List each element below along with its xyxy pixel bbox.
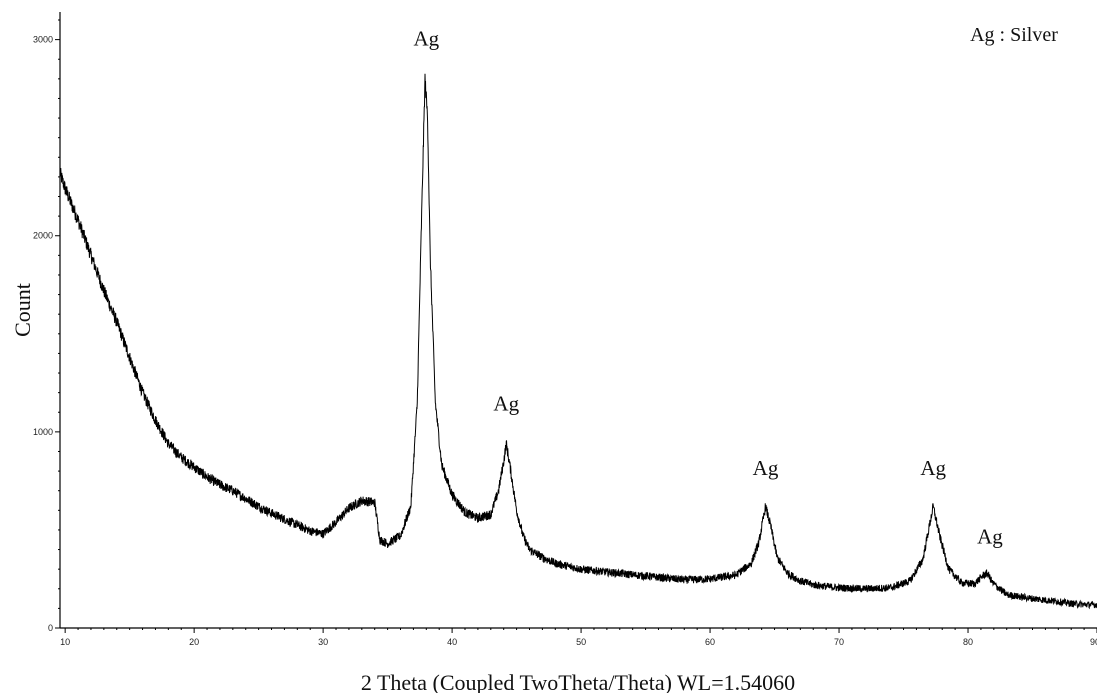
y-tick-label: 2000 [33, 231, 53, 241]
y-tick-label: 3000 [33, 35, 53, 45]
peak-label: Ag [977, 525, 1003, 549]
y-tick-label: 1000 [33, 427, 53, 437]
x-tick-label: 80 [963, 637, 973, 647]
y-axis-ticks: 0 1000 2000 3000 [33, 19, 60, 633]
x-tick-label: 60 [705, 637, 715, 647]
x-tick-label: 50 [576, 637, 586, 647]
x-tick-label: 40 [447, 637, 457, 647]
x-tick-label: 70 [834, 637, 844, 647]
x-tick-label: 20 [189, 637, 199, 647]
x-axis-ticks: 10 20 30 40 50 60 70 80 90 [60, 628, 1097, 647]
y-tick-label: 0 [48, 623, 53, 633]
xrd-series-line [59, 73, 1097, 610]
x-tick-label: 30 [318, 637, 328, 647]
y-axis-title: Count [10, 283, 35, 337]
peak-label: Ag [920, 456, 946, 480]
legend-text: Ag : Silver [970, 24, 1058, 46]
x-tick-label: 90 [1090, 637, 1097, 647]
peak-label: Ag [493, 391, 519, 415]
x-tick-label: 10 [60, 637, 70, 647]
peak-label: Ag [413, 26, 439, 50]
peak-label: Ag [753, 456, 779, 480]
x-axis-title: 2 Theta (Coupled TwoTheta/Theta) WL=1.54… [361, 670, 795, 693]
peak-annotations: Ag Ag Ag Ag Ag [413, 26, 1003, 548]
series-layer [59, 73, 1097, 610]
